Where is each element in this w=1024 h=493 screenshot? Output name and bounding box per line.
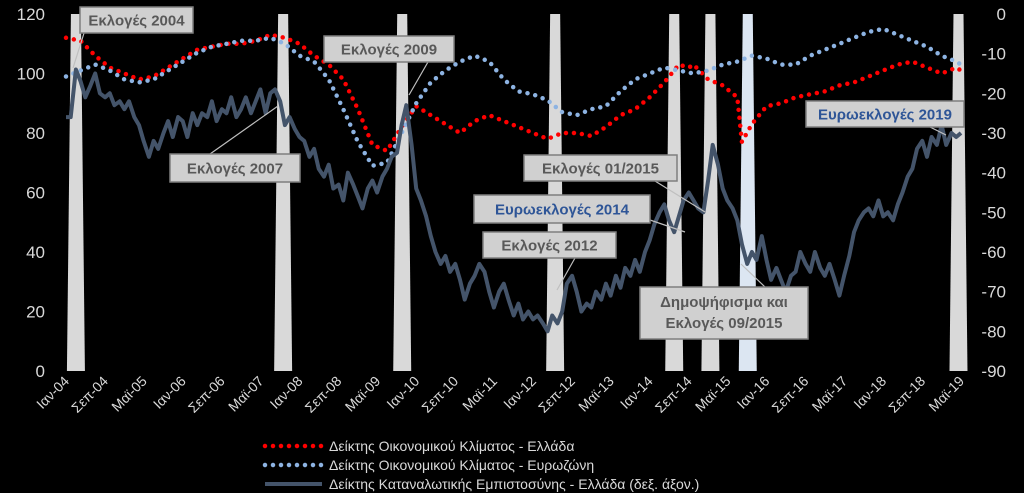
annotation-text: Εκλογές 2012 — [501, 238, 597, 255]
legend: Δείκτης Οικονομικού Κλίματος - Ελλάδα Δεί… — [262, 438, 699, 492]
left-tick-label: 80 — [26, 124, 45, 143]
left-tick-label: 120 — [17, 5, 45, 24]
consumer-confidence-line — [66, 67, 963, 334]
annotation-box — [523, 154, 678, 182]
annotation-elections-01-2015: Εκλογές 01/2015 — [523, 154, 678, 182]
annotation-text: Ευρωεκλογές 2014 — [495, 202, 630, 219]
annotation-box — [805, 100, 965, 128]
annotation-elections-2007: Εκλογές 2007 — [169, 153, 301, 183]
right-tick-label: -60 — [981, 243, 1006, 262]
annotation-text: Εκλογές 2009 — [341, 42, 437, 59]
annotation-elections-2007-leader — [209, 105, 279, 155]
right-tick-label: -20 — [981, 84, 1006, 103]
annotation-text: Εκλογές 09/2015 — [666, 315, 783, 332]
annotation-elections-2009-leader — [408, 61, 429, 96]
left-tick-label: 60 — [26, 184, 45, 203]
annotation-euro-elections-2014-leader — [649, 219, 686, 233]
annotation-leaders — [72, 29, 947, 291]
election-band-6 — [701, 14, 720, 371]
annotation-box — [79, 6, 194, 34]
right-tick-label: -80 — [981, 322, 1006, 341]
annotations: Εκλογές 2004 Εκλογές 2007 Εκλογές 2009 Εκλο… — [79, 6, 965, 340]
annotation-referendum-elections-09-2015-leader — [740, 263, 766, 288]
greece-esi-line — [63, 32, 964, 154]
left-tick-label: 40 — [26, 243, 45, 262]
annotation-text: Δημοψήφισμα και — [660, 294, 788, 311]
annotation-box — [323, 35, 455, 63]
plot-series — [63, 26, 964, 334]
annotation-elections-01-2015-leader — [654, 180, 706, 213]
right-tick-label: -50 — [981, 203, 1006, 222]
annotation-elections-2004: Εκλογές 2004 — [79, 6, 194, 34]
annotation-text: Ευρωεκλογές 2019 — [818, 107, 952, 124]
right-axis: 0 -10 -20 -30 -40 -50 -60 -70 -80 -90 — [981, 5, 1006, 381]
annotation-elections-2004-leader — [72, 29, 86, 69]
annotation-euro-elections-2019: Ευρωεκλογές 2019 — [805, 100, 965, 128]
annotation-box — [482, 231, 617, 259]
legend-label: Δείκτης Οικονομικού Κλίματος - Ευρωζώνη — [329, 457, 594, 473]
annotation-box — [639, 286, 809, 340]
left-axis: 0 20 40 60 80 100 120 — [17, 5, 45, 381]
annotation-euro-elections-2014: Ευρωεκλογές 2014 — [473, 194, 651, 224]
annotation-box — [473, 194, 651, 224]
right-tick-label: -40 — [981, 164, 1006, 183]
annotation-elections-2012-leader — [556, 257, 576, 291]
right-tick-label: -90 — [981, 362, 1006, 381]
legend-label: Δείκτης Οικονομικού Κλίματος - Ελλάδα — [329, 438, 574, 454]
right-tick-label: -70 — [981, 283, 1006, 302]
annotation-elections-2009: Εκλογές 2009 — [323, 35, 455, 63]
left-tick-label: 20 — [26, 303, 45, 322]
annotation-euro-elections-2019-leader — [929, 126, 947, 136]
right-tick-label: 0 — [997, 5, 1006, 24]
annotation-text: Εκλογές 2004 — [88, 13, 185, 30]
eurozone-esi-line — [63, 26, 964, 168]
legend-label: Δείκτης Καταναλωτικής Εμπιστοσύνης - Ελλ… — [329, 476, 699, 492]
annotation-box — [169, 153, 301, 183]
left-tick-label: 0 — [36, 362, 45, 381]
annotation-text: Εκλογές 2007 — [187, 161, 283, 178]
election-band-7 — [738, 14, 757, 371]
right-tick-label: -30 — [981, 124, 1006, 143]
left-tick-label: 100 — [17, 65, 45, 84]
right-tick-label: -10 — [981, 45, 1006, 64]
annotation-elections-2012: Εκλογές 2012 — [482, 231, 617, 259]
annotation-referendum-elections-09-2015: Δημοψήφισμα και Εκλογές 09/2015 — [639, 286, 809, 340]
annotation-text: Εκλογές 01/2015 — [542, 161, 659, 178]
